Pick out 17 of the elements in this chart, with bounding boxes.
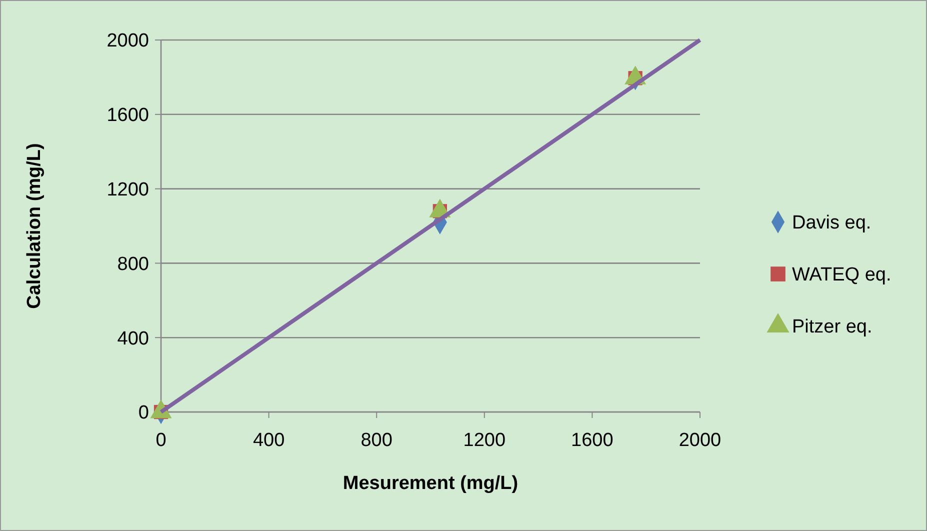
y-tick-label: 1200 [106,179,149,200]
x-tick-label: 800 [360,430,392,451]
y-tick-label: 0 [138,402,149,424]
x-tick-label: 2000 [678,430,722,451]
y-tick-label: 400 [117,328,149,350]
x-tick-label: 1600 [571,430,614,451]
x-axis-title: Mesurement (mg/L) [342,473,518,494]
legend-label: Pitzer eq. [792,316,872,338]
y-tick-label: 2000 [106,30,149,52]
x-tick-label: 0 [156,430,166,451]
y-axis-title: Calculation (mg/L) [24,143,45,309]
y-tick-label: 800 [117,254,149,275]
y-tick-label: 1600 [106,105,149,126]
x-tick-label: 400 [252,430,285,451]
legend-label: Davis eq. [792,212,872,234]
x-tick-label: 1200 [463,430,506,451]
legend-label: WATEQ eq. [792,264,892,286]
